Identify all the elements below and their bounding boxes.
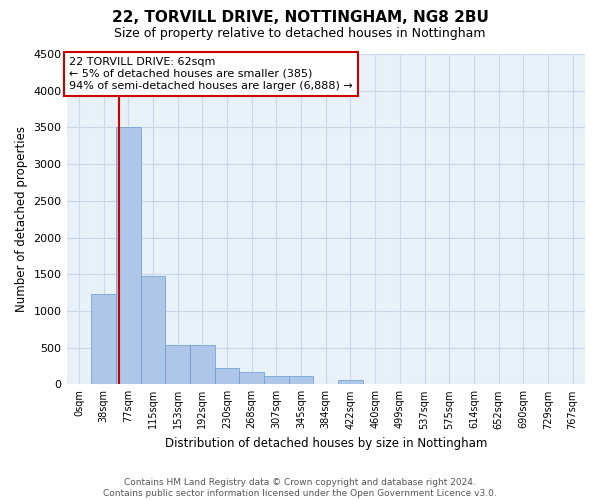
Y-axis label: Number of detached properties: Number of detached properties [15, 126, 28, 312]
Text: 22 TORVILL DRIVE: 62sqm
← 5% of detached houses are smaller (385)
94% of semi-de: 22 TORVILL DRIVE: 62sqm ← 5% of detached… [69, 58, 353, 90]
Text: 22, TORVILL DRIVE, NOTTINGHAM, NG8 2BU: 22, TORVILL DRIVE, NOTTINGHAM, NG8 2BU [112, 10, 488, 25]
Bar [215, 368, 239, 384]
X-axis label: Distribution of detached houses by size in Nottingham: Distribution of detached houses by size … [164, 437, 487, 450]
Bar [264, 376, 289, 384]
Bar [190, 346, 215, 385]
Bar [116, 128, 140, 384]
Text: Size of property relative to detached houses in Nottingham: Size of property relative to detached ho… [114, 28, 486, 40]
Text: Contains HM Land Registry data © Crown copyright and database right 2024.
Contai: Contains HM Land Registry data © Crown c… [103, 478, 497, 498]
Bar [239, 372, 264, 384]
Bar [338, 380, 363, 384]
Bar [165, 346, 190, 385]
Bar [91, 294, 116, 384]
Bar [289, 376, 313, 384]
Bar [140, 276, 165, 384]
